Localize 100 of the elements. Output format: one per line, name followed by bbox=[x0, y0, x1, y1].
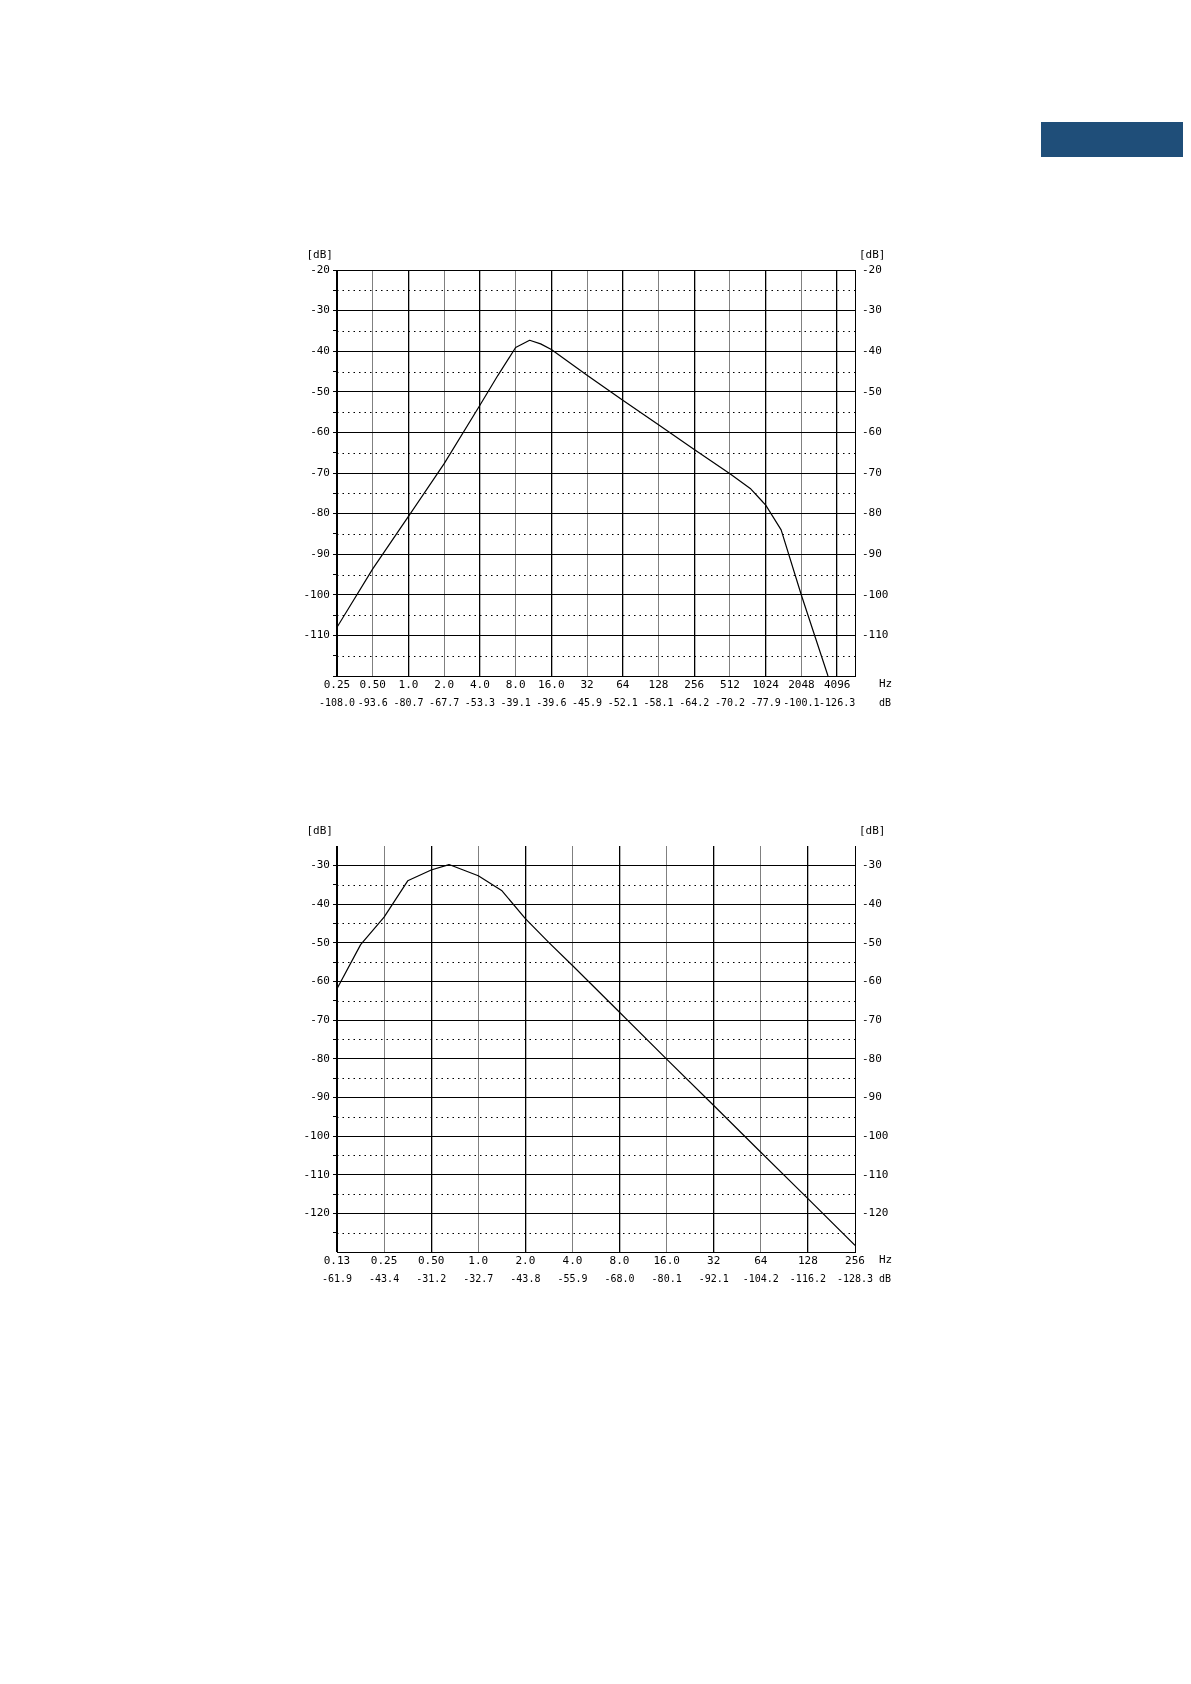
text: -128.3 bbox=[836, 1272, 874, 1284]
x-tick-label: 2.0 bbox=[434, 678, 455, 692]
x-tick-label: 4.0 bbox=[562, 1254, 583, 1268]
y-tick-label: -80 bbox=[310, 506, 330, 520]
x-tick-label: 0.50 bbox=[359, 678, 386, 692]
y-tick-label: -120 bbox=[303, 1206, 330, 1220]
x-tick-label: 8.0 bbox=[505, 678, 526, 692]
y-tick-label: -30 bbox=[310, 858, 330, 872]
x-tick-label: 64 bbox=[754, 1254, 768, 1268]
text: -39.6 bbox=[536, 696, 567, 708]
text: -100.1 bbox=[783, 696, 820, 708]
x-tick-label: 256 bbox=[845, 1254, 865, 1268]
y-tick-label: -50 bbox=[310, 384, 330, 398]
text: -45.9 bbox=[572, 696, 603, 708]
text: -31.2 bbox=[416, 1272, 447, 1284]
text: -68.0 bbox=[604, 1272, 635, 1284]
y2-tick-label: -60 bbox=[862, 974, 882, 988]
y-tick-label: -30 bbox=[310, 303, 330, 317]
x-tick-label: 32 bbox=[707, 1254, 721, 1268]
y2-tick-label: -70 bbox=[862, 1012, 882, 1026]
text: -70.2 bbox=[714, 696, 746, 708]
y2-tick-label: -40 bbox=[862, 896, 882, 910]
y2-tick-label: -100 bbox=[862, 587, 889, 601]
text: -64.2 bbox=[679, 696, 710, 708]
y2-tick-label: -100 bbox=[862, 1128, 889, 1142]
y-axis-title: [dB] bbox=[306, 824, 333, 837]
y-tick-label: -50 bbox=[310, 935, 330, 949]
text: -58.1 bbox=[643, 696, 674, 708]
y-tick-label: -110 bbox=[303, 628, 330, 642]
y-tick-label: -70 bbox=[310, 465, 330, 479]
y2-axis-title: [dB] bbox=[859, 824, 886, 837]
y2-tick-label: -40 bbox=[862, 344, 882, 358]
x-tick-label: 0.25 bbox=[370, 1254, 398, 1268]
y-tick-label: -90 bbox=[310, 547, 330, 561]
x-tick-label: 0.25 bbox=[323, 678, 351, 692]
y2-tick-label: -110 bbox=[862, 1167, 889, 1181]
text: -43.4 bbox=[369, 1272, 400, 1284]
y2-tick-label: -60 bbox=[862, 425, 882, 439]
x-tick-label: 16.0 bbox=[538, 678, 565, 692]
x-tick-label: 4.0 bbox=[469, 678, 490, 692]
y-tick-label: -40 bbox=[310, 896, 330, 910]
x-tick-label: 32 bbox=[580, 678, 594, 692]
text: dB bbox=[879, 696, 892, 708]
y-axis-title: [dB] bbox=[306, 248, 333, 261]
x-tick-label: 512 bbox=[720, 678, 740, 692]
x-tick-label: 64 bbox=[616, 678, 630, 692]
y-tick-label: -60 bbox=[310, 974, 330, 988]
text: -104.2 bbox=[742, 1272, 779, 1284]
x-tick-label: 2048 bbox=[788, 678, 815, 692]
y-tick-label: -90 bbox=[310, 1090, 330, 1104]
x-tick-label: 8.0 bbox=[609, 1254, 630, 1268]
text: -67.7 bbox=[429, 696, 460, 708]
y2-tick-label: -50 bbox=[862, 935, 882, 949]
x-tick-label: 16.0 bbox=[653, 1254, 680, 1268]
y-tick-label: -100 bbox=[303, 1128, 330, 1142]
y-tick-label: -110 bbox=[303, 1167, 330, 1181]
text: -39.1 bbox=[500, 696, 531, 708]
text: -53.3 bbox=[464, 696, 495, 708]
x-tick-label: 256 bbox=[684, 678, 705, 692]
text: -55.9 bbox=[557, 1272, 588, 1284]
y-tick-label: -100 bbox=[303, 587, 330, 601]
y2-tick-label: -30 bbox=[862, 858, 882, 872]
x-tick-label: 0.13 bbox=[323, 1254, 351, 1268]
x-tick-label: 1.0 bbox=[398, 678, 419, 692]
y2-tick-label: -80 bbox=[862, 506, 882, 520]
y2-tick-label: -80 bbox=[862, 1051, 882, 1065]
y2-tick-label: -50 bbox=[862, 384, 882, 398]
x-tick-label: 128 bbox=[797, 1254, 818, 1268]
text: -52.1 bbox=[607, 696, 638, 708]
y2-tick-label: -70 bbox=[862, 465, 882, 479]
y2-tick-label: -120 bbox=[862, 1206, 889, 1220]
y-tick-label: -20 bbox=[310, 262, 330, 276]
x-tick-label: 1.0 bbox=[468, 1254, 489, 1268]
text: -32.7 bbox=[463, 1272, 494, 1284]
text: -61.9 bbox=[321, 1272, 353, 1284]
x-tick-label: 128 bbox=[648, 678, 669, 692]
x-axis-title: Hz bbox=[879, 1253, 893, 1267]
x-tick-label: 0.50 bbox=[417, 1254, 445, 1268]
y2-tick-label: -110 bbox=[862, 628, 889, 642]
text: -93.6 bbox=[357, 696, 388, 708]
x-axis-title: Hz bbox=[879, 677, 893, 691]
x-tick-label: 2.0 bbox=[515, 1254, 536, 1268]
x-tick-label: 4096 bbox=[823, 678, 851, 692]
x-tick-label: 1024 bbox=[752, 678, 780, 692]
text: -80.1 bbox=[651, 1272, 682, 1284]
text: -80.7 bbox=[393, 696, 424, 708]
y-tick-label: -80 bbox=[310, 1051, 330, 1065]
text: -92.1 bbox=[698, 1272, 729, 1284]
text: dB bbox=[879, 1272, 892, 1284]
y2-tick-label: -90 bbox=[862, 547, 882, 561]
y2-tick-label: -90 bbox=[862, 1090, 882, 1104]
y2-tick-label: -30 bbox=[862, 303, 882, 317]
y-tick-label: -40 bbox=[310, 344, 330, 358]
y2-tick-label: -20 bbox=[862, 262, 882, 276]
y-tick-label: -70 bbox=[310, 1012, 330, 1026]
text: -126.3 bbox=[819, 696, 856, 708]
text: -116.2 bbox=[789, 1272, 826, 1284]
text: -77.9 bbox=[750, 696, 781, 708]
text: -108.0 bbox=[318, 696, 356, 708]
text: -43.8 bbox=[510, 1272, 541, 1284]
